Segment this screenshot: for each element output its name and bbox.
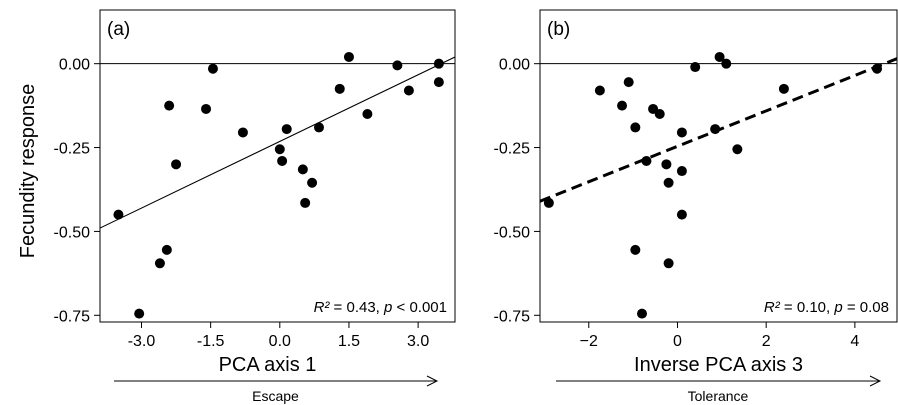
stat-r2-value: = 0.10,: [780, 299, 835, 316]
panel-a-data-point-17: [334, 83, 345, 94]
panel-b-data-point-23: [872, 63, 883, 74]
panel-a-data-point-21: [403, 85, 414, 96]
panel-a-x-axis-title: PCA axis 1: [219, 354, 317, 376]
panel-a-data-point-4: [161, 244, 172, 255]
panel-a-x-tick-label: 0.0: [269, 333, 291, 350]
panel-b-y-tick-label: -0.75: [494, 308, 531, 325]
panel-b-data-point-10: [654, 109, 665, 119]
panel-b-data-point-8: [641, 155, 652, 166]
panel-a-data-point-10: [274, 144, 285, 155]
panel-a-data-point-11: [277, 155, 288, 166]
panel-a-arrow-label: Escape: [252, 388, 299, 404]
stat-r2: R²: [314, 299, 331, 316]
panel-b-data-point-16: [676, 209, 687, 220]
panel-b-data-point-3: [617, 100, 628, 111]
panel-b-data-point-20: [721, 58, 732, 69]
panel-a-x-tick-label: 1.5: [338, 333, 360, 350]
panel-b-x-tick-label: 0: [673, 333, 682, 350]
panel-b-data-point-7: [637, 308, 647, 319]
panel-b-data-point-4: [623, 77, 634, 88]
stat-p-symbol: p: [833, 299, 842, 316]
panel-a-data-point-15: [307, 177, 318, 188]
y-axis-title: Fecundity response: [17, 84, 39, 259]
panel-b-data-point-18: [710, 124, 721, 135]
panel-b-data-point-5: [630, 122, 641, 133]
panel-a-data-point-6: [171, 159, 182, 170]
panel-b-y-tick-label: -0.50: [494, 224, 531, 241]
panel-b-data-point-13: [663, 258, 674, 269]
panel-b-x-axis-title: Inverse PCA axis 3: [634, 354, 803, 376]
stat-p-value: < 0.001: [392, 299, 447, 316]
panel-b-data-point-12: [663, 177, 674, 188]
panel-a-data-point-3: [154, 258, 165, 269]
panel-a-x-tick-label: -3.0: [128, 333, 156, 350]
panel-b-x-tick-label: −2: [580, 333, 598, 350]
panel-a-x-tick-label: 3.0: [407, 333, 429, 350]
panel-a-data-point-8: [207, 63, 218, 74]
panel-a-y-tick-label: 0.00: [59, 57, 90, 74]
panel-a-data-point-14: [300, 197, 311, 208]
panel-a-data-point-2: [134, 308, 145, 319]
panel-b-stat-annotation: R² = 0.10, p = 0.08: [764, 299, 889, 316]
panel-a-data-point-12: [281, 124, 292, 135]
panel-a-data-point-22: [433, 58, 444, 69]
panel-a-data-point-5: [164, 100, 175, 111]
panel-b-x-tick-label: 4: [850, 333, 859, 350]
panel-a-stat-annotation: R² = 0.43, p < 0.001: [314, 299, 447, 316]
panel-b-data-point-22: [778, 83, 789, 94]
panel-a-data-point-7: [201, 103, 212, 114]
panel-b-y-tick-label: 0.00: [499, 57, 530, 74]
panel-b-data-point-19: [714, 51, 725, 62]
panel-a-x-tick-label: -1.5: [197, 333, 225, 350]
panel-b-arrowhead-icon: [869, 375, 882, 387]
panel-b-data-point-14: [676, 127, 687, 138]
panel-a-label: (a): [107, 19, 130, 40]
panel-b-data-point-17: [690, 62, 701, 73]
panel-b-data-point-6: [630, 244, 641, 255]
stat-p-value: = 0.08: [843, 299, 889, 316]
panel-a-fit-line: [100, 56, 455, 229]
panel-a-data-point-18: [343, 51, 354, 62]
panel-a-data-point-9: [237, 127, 248, 138]
panel-b-data-point-21: [732, 144, 743, 155]
panel-a-data-point-19: [362, 109, 373, 119]
stat-p-symbol: p: [383, 299, 392, 316]
panel-a-data-point-20: [392, 60, 403, 71]
panel-a-y-tick-label: -0.25: [54, 141, 91, 158]
panel-b: −2 0 2 4 0.00 -0.25 -0.50 -0.75 (b) R² = 0.10, p …: [494, 9, 898, 404]
panel-a-data-point-1: [113, 209, 124, 220]
panel-b-label: (b): [547, 19, 570, 40]
panel-a-y-tick-label: -0.75: [54, 308, 91, 325]
panel-a-plot-frame: [99, 9, 456, 323]
panel-a-data-point-13: [297, 164, 308, 175]
panel-a-y-tick-label: -0.50: [54, 224, 91, 241]
panel-a-arrowhead-icon: [426, 375, 439, 387]
stat-r2: R²: [764, 299, 781, 316]
panel-b-data-point-2: [594, 85, 605, 96]
panel-b-plot-frame: [539, 9, 898, 323]
panel-b-data-point-15: [676, 166, 687, 177]
panel-b-data-point-1: [543, 197, 554, 208]
stat-r2-value: = 0.43,: [329, 299, 384, 316]
panel-b-data-point-11: [661, 159, 672, 170]
panel-b-arrow-label: Tolerance: [688, 388, 749, 404]
panel-a-data-point-23: [433, 77, 444, 88]
panel-b-y-tick-label: -0.25: [494, 141, 531, 158]
panel-a-data-point-16: [313, 122, 324, 133]
panel-a: -3.0 -1.5 0.0 1.5 3.0 0.00 -0.25 -0.50 -0.75 (a) R…: [54, 9, 456, 404]
panel-b-x-tick-label: 2: [762, 333, 771, 350]
